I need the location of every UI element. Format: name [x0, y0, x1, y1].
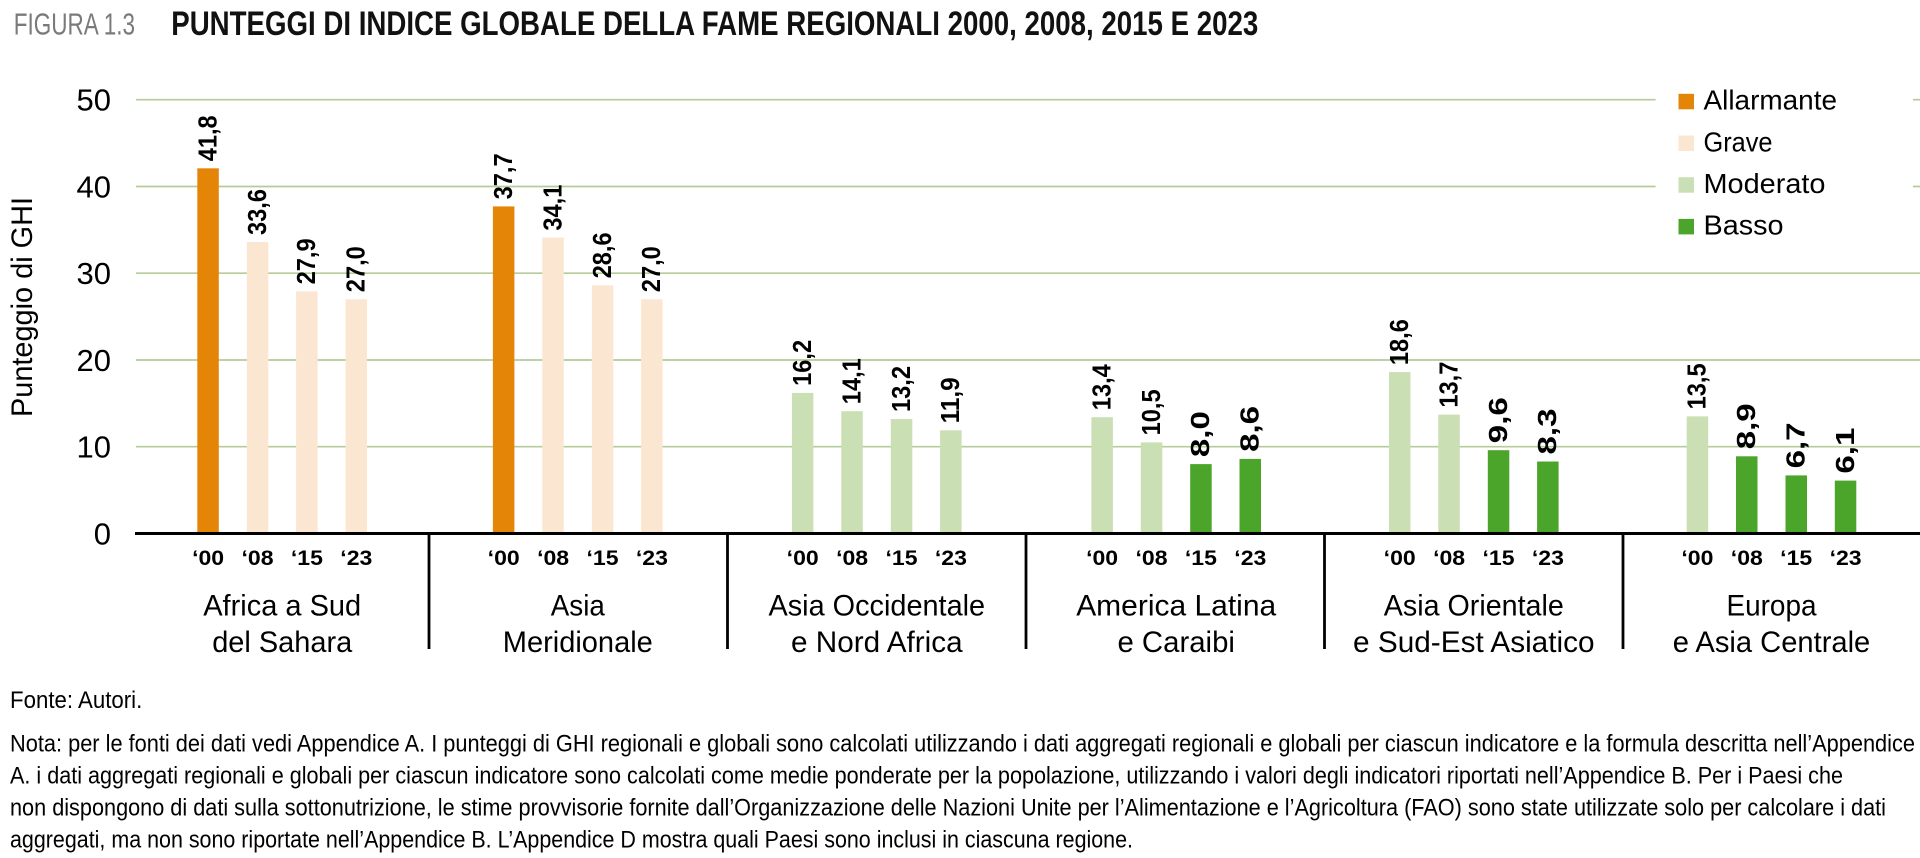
svg-text:‘15: ‘15 [587, 546, 619, 570]
svg-text:‘23: ‘23 [1532, 546, 1564, 570]
svg-text:‘23: ‘23 [1234, 546, 1266, 570]
svg-text:6,1: 6,1 [1830, 428, 1860, 474]
svg-text:9,6: 9,6 [1483, 397, 1513, 443]
svg-text:Fonte: Autori.: Fonte: Autori. [10, 687, 142, 714]
svg-text:‘15: ‘15 [1483, 546, 1515, 570]
svg-text:‘08: ‘08 [1136, 546, 1168, 570]
svg-text:America Latina: America Latina [1076, 590, 1276, 623]
svg-text:e Sud-Est Asiatico: e Sud-Est Asiatico [1353, 626, 1595, 659]
svg-text:27,0: 27,0 [636, 246, 666, 292]
svg-text:27,0: 27,0 [341, 246, 371, 292]
svg-text:‘23: ‘23 [340, 546, 372, 570]
svg-text:0: 0 [94, 516, 111, 551]
svg-text:‘15: ‘15 [291, 546, 323, 570]
svg-text:del Sahara: del Sahara [212, 626, 352, 659]
svg-text:Basso: Basso [1704, 210, 1784, 241]
svg-text:50: 50 [77, 83, 111, 118]
svg-text:33,6: 33,6 [242, 189, 272, 235]
svg-text:Nota: per le fonti dei dati ve: Nota: per le fonti dei dati vedi Appendi… [10, 731, 1915, 758]
svg-text:A. i dati aggregati regionali: A. i dati aggregati regionali e globali … [10, 763, 1843, 790]
svg-text:40: 40 [77, 169, 111, 204]
svg-text:37,7: 37,7 [488, 153, 518, 199]
svg-text:‘23: ‘23 [935, 546, 967, 570]
svg-text:13,7: 13,7 [1433, 362, 1463, 408]
svg-text:e Asia Centrale: e Asia Centrale [1673, 626, 1871, 659]
svg-text:6,7: 6,7 [1781, 422, 1811, 468]
svg-text:‘08: ‘08 [537, 546, 569, 570]
svg-text:Allarmante: Allarmante [1704, 85, 1838, 116]
svg-text:‘15: ‘15 [886, 546, 918, 570]
svg-text:13,4: 13,4 [1086, 364, 1116, 410]
svg-text:30: 30 [77, 256, 111, 291]
svg-text:‘00: ‘00 [1384, 546, 1416, 570]
svg-text:‘08: ‘08 [836, 546, 868, 570]
svg-text:28,6: 28,6 [587, 232, 617, 278]
svg-text:non dispongono di dati sulla s: non dispongono di dati sulla sottonutriz… [10, 795, 1886, 822]
svg-text:‘15: ‘15 [1780, 546, 1812, 570]
svg-text:aggregati, ma non sono riporta: aggregati, ma non sono riportate nell’Ap… [10, 827, 1133, 854]
svg-text:18,6: 18,6 [1384, 319, 1414, 365]
svg-text:13,2: 13,2 [886, 366, 916, 412]
svg-text:Moderato: Moderato [1704, 168, 1826, 199]
svg-text:14,1: 14,1 [836, 358, 866, 404]
svg-text:‘23: ‘23 [1830, 546, 1862, 570]
svg-text:‘00: ‘00 [1681, 546, 1713, 570]
svg-text:e Caraibi: e Caraibi [1117, 626, 1235, 659]
svg-text:34,1: 34,1 [537, 185, 567, 231]
svg-text:8,6: 8,6 [1235, 406, 1265, 452]
svg-text:13,5: 13,5 [1682, 363, 1712, 409]
svg-text:‘00: ‘00 [192, 546, 224, 570]
svg-text:‘00: ‘00 [787, 546, 819, 570]
svg-text:‘08: ‘08 [1731, 546, 1763, 570]
svg-text:10,5: 10,5 [1136, 389, 1166, 435]
svg-text:Asia Occidentale: Asia Occidentale [769, 590, 986, 623]
svg-text:20: 20 [77, 343, 111, 378]
svg-text:Asia: Asia [551, 590, 605, 623]
svg-text:Asia Orientale: Asia Orientale [1384, 590, 1564, 623]
svg-text:PUNTEGGI DI INDICE GLOBALE DEL: PUNTEGGI DI INDICE GLOBALE DELLA FAME RE… [171, 5, 1258, 43]
svg-text:8,3: 8,3 [1532, 409, 1562, 455]
svg-text:Meridionale: Meridionale [503, 626, 653, 659]
svg-text:‘00: ‘00 [1086, 546, 1118, 570]
svg-text:11,9: 11,9 [935, 377, 965, 423]
svg-text:8,9: 8,9 [1731, 403, 1761, 449]
svg-text:‘15: ‘15 [1185, 546, 1217, 570]
svg-text:Punteggio di GHI: Punteggio di GHI [6, 197, 39, 417]
svg-text:Africa a Sud: Africa a Sud [203, 590, 361, 623]
svg-text:41,8: 41,8 [192, 115, 222, 161]
svg-text:Europa: Europa [1727, 590, 1817, 623]
svg-text:10: 10 [77, 430, 111, 465]
svg-text:‘00: ‘00 [488, 546, 520, 570]
svg-text:‘23: ‘23 [636, 546, 668, 570]
svg-text:e Nord Africa: e Nord Africa [791, 626, 963, 659]
svg-text:27,9: 27,9 [291, 238, 321, 284]
svg-text:8,0: 8,0 [1185, 411, 1215, 457]
svg-text:Grave: Grave [1704, 126, 1773, 157]
svg-text:16,2: 16,2 [787, 340, 817, 386]
svg-text:‘08: ‘08 [242, 546, 274, 570]
svg-text:FIGURA 1.3: FIGURA 1.3 [14, 7, 135, 42]
svg-text:‘08: ‘08 [1433, 546, 1465, 570]
